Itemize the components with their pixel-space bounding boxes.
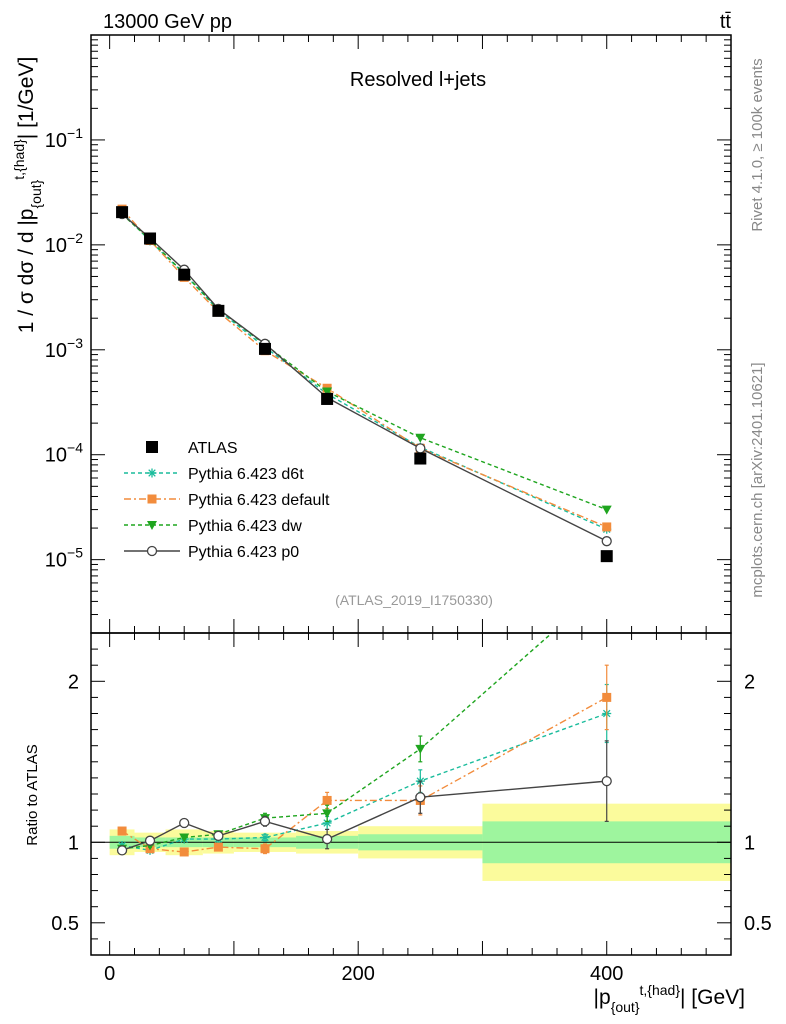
legend-marker-p0 xyxy=(146,545,158,557)
x-tick-label-2: 400 xyxy=(590,963,623,985)
ratio-point-p0-6 xyxy=(415,792,426,803)
main-point-atlas-7 xyxy=(600,550,613,563)
ratio-point-default-0 xyxy=(117,826,127,836)
ratio-point-p0-3 xyxy=(213,830,224,842)
ratio-point-p0-5 xyxy=(321,833,333,845)
main-point-dw-7 xyxy=(601,505,612,515)
main-point-atlas-2 xyxy=(178,268,191,281)
series-layer xyxy=(116,204,613,857)
legend-label-d6t: Pythia 6.423 d6t xyxy=(188,466,304,483)
main-frame xyxy=(90,34,732,634)
main-point-default-7 xyxy=(602,522,612,532)
legend-marker-d6t xyxy=(147,468,157,478)
main-point-atlas-4 xyxy=(258,342,271,355)
main-line-default xyxy=(121,208,608,528)
legend-marker-default xyxy=(147,494,157,504)
plot-title: Resolved l+jets xyxy=(350,69,486,91)
legend-label-p0: Pythia 6.423 p0 xyxy=(188,544,299,561)
main-point-p0-6 xyxy=(415,443,426,454)
ratio-frame xyxy=(90,632,732,956)
ratio-y-label: Ratio to ATLAS xyxy=(24,744,41,845)
x-tick-label-0: 0 xyxy=(104,963,115,985)
main-point-atlas-6 xyxy=(414,452,427,465)
legend-marker-atlas xyxy=(146,441,158,453)
legend-label-dw: Pythia 6.423 dw xyxy=(188,518,302,535)
analysis-ref: (ATLAS_2019_I1750330) xyxy=(335,592,493,608)
ratio-tick-label-0: 0.5 xyxy=(51,913,79,935)
main-point-atlas-0 xyxy=(116,206,129,219)
ratio-point-default-4 xyxy=(260,844,270,854)
rivet-label: Rivet 4.1.0, ≥ 100k events xyxy=(749,58,766,231)
ratio-point-p0-0 xyxy=(116,845,128,856)
ratio-point-p0-1 xyxy=(144,835,156,846)
process-label: tt̄ xyxy=(720,11,732,33)
legend-label-atlas: ATLAS xyxy=(188,440,238,457)
legend: ATLAS Pythia 6.423 d6t Pythia 6.423 defaul… xyxy=(124,440,330,561)
y-tick-label-3: 10−4 xyxy=(45,440,83,467)
main-point-atlas-3 xyxy=(212,304,225,317)
ratio-point-default-7 xyxy=(602,692,612,702)
ratio-point-dw-6 xyxy=(415,744,426,754)
ratio-point-p0-4 xyxy=(259,816,271,827)
ratio-line-default xyxy=(121,696,608,853)
ratio-point-dw-5 xyxy=(322,809,333,819)
y-tick-label-0: 10−1 xyxy=(45,125,83,152)
ratio-point-d6t-4 xyxy=(260,832,270,842)
energy-label: 13000 GeV pp xyxy=(103,11,232,33)
main-point-dw-6 xyxy=(415,433,426,443)
ratio-point-default-3 xyxy=(213,842,223,852)
ratio-tick-label-2: 2 xyxy=(68,671,79,693)
main-point-atlas-1 xyxy=(144,232,157,245)
ratio-point-dw-2 xyxy=(179,833,190,843)
ratio-point-p0-7 xyxy=(601,775,612,787)
ratio-tick-label-right-0: 0.5 xyxy=(744,913,772,935)
axes-ticks: 10−1 10−2 10−3 10−4 10−5 0 200 400 0.5 0.5 1 1 2 2 xyxy=(45,34,772,985)
y-tick-label-1: 10−2 xyxy=(45,230,83,257)
y-axis-label: 1 / σ dσ / d |p{out}t,{had}| [1/GeV] xyxy=(11,57,44,334)
ratio-line-dw xyxy=(121,632,553,850)
y-tick-label-2: 10−3 xyxy=(45,335,83,362)
ratio-line-d6t xyxy=(121,712,607,852)
main-point-atlas-5 xyxy=(321,392,334,405)
ratio-tick-label-right-1: 1 xyxy=(744,832,755,854)
ratio-tick-label-right-2: 2 xyxy=(744,671,755,693)
x-tick-label-1: 200 xyxy=(341,963,374,985)
ratio-point-p0-2 xyxy=(179,817,190,829)
legend-marker-dw xyxy=(147,521,157,530)
main-point-dw-5 xyxy=(322,387,333,397)
ratio-tick-label-1: 1 xyxy=(68,832,79,854)
legend-label-default: Pythia 6.423 default xyxy=(188,492,330,509)
ratio-point-default-2 xyxy=(179,847,189,857)
ratio-point-default-5 xyxy=(322,795,332,805)
ratio-line-p0 xyxy=(121,780,607,852)
x-axis-label: |p{out}t,{had}| [GeV] xyxy=(594,982,745,1015)
y-tick-label-4: 10−5 xyxy=(45,545,83,572)
main-point-p0-7 xyxy=(601,536,612,547)
source-label: mcplots.cern.ch [arXiv:2401.10621] xyxy=(749,362,766,597)
